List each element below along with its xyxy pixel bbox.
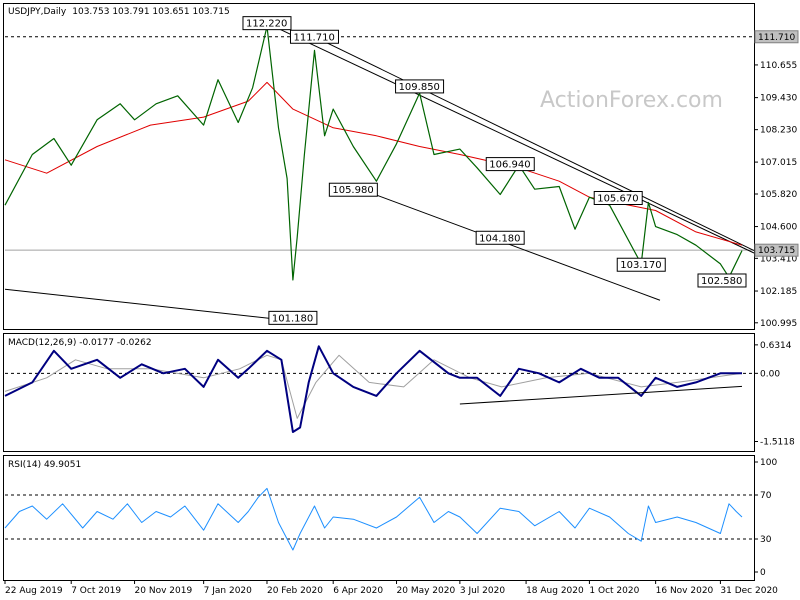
level-badge-label: 111.710 — [758, 33, 795, 43]
rsi-tick-label: 70 — [760, 491, 772, 501]
rsi-tick-label: 30 — [760, 535, 772, 545]
price-level-label-text: 111.710 — [293, 32, 334, 43]
price-y-axis: 110.655 109.430 108.230 107.015 105.820 104.6… — [5, 30, 799, 329]
rsi-line — [4, 487, 743, 551]
rsi-tick-label: 0 — [760, 568, 766, 578]
price-tick-label: 107.015 — [760, 158, 797, 168]
macd-tick-label: 0.00 — [760, 369, 780, 379]
macd-panel-frame — [3, 333, 755, 452]
price-level-label: 106.940 — [485, 157, 535, 172]
x-tick-label: 6 Apr 2020 — [333, 586, 383, 596]
x-tick-label: 20 May 2020 — [397, 586, 456, 596]
macd-trendline — [459, 385, 743, 405]
date-x-axis: 22 Aug 2019 7 Oct 2019 20 Nov 2019 7 Jan 20… — [4, 580, 778, 596]
price-tick-label: 104.600 — [760, 223, 797, 233]
x-tick-label: 1 Oct 2020 — [589, 586, 639, 596]
price-level-label: 102.580 — [697, 273, 747, 288]
price-line — [4, 25, 743, 281]
macd-signal-line — [4, 354, 743, 419]
macd-y-axis: 0.6314 0.00 -1.5118 — [5, 341, 795, 448]
x-tick-label: 18 Aug 2020 — [526, 586, 584, 596]
price-tick-label: 108.230 — [760, 126, 797, 136]
price-plot-area — [4, 22, 755, 322]
rsi-title: RSI(14) 49.9051 — [8, 460, 81, 470]
price-tick-label: 102.185 — [760, 287, 797, 297]
price-level-label-text: 109.850 — [399, 82, 440, 93]
price-level-label-text: 106.940 — [489, 160, 530, 171]
x-tick-label: 31 Dec 2020 — [720, 586, 778, 596]
x-tick-label: 3 Jul 2020 — [460, 586, 505, 596]
macd-line — [4, 345, 742, 433]
price-level-label: 103.170 — [616, 257, 666, 272]
macd-plot-area — [4, 345, 743, 433]
price-level-label-text: 105.980 — [332, 185, 373, 196]
price-level-label-text: 104.180 — [479, 233, 520, 244]
price-level-label: 101.180 — [268, 310, 318, 325]
trend-channel-line — [314, 36, 755, 252]
price-level-label: 112.220 — [242, 16, 292, 31]
x-tick-label: 20 Nov 2019 — [135, 586, 193, 596]
price-tick-label: 105.820 — [760, 190, 797, 200]
price-panel-frame — [3, 3, 755, 330]
last-price-badge-label: 103.715 — [758, 246, 795, 256]
price-level-label: 111.710 — [289, 29, 339, 44]
price-level-label-text: 102.580 — [701, 276, 742, 287]
rsi-panel-frame — [3, 455, 755, 581]
price-level-label-text: 112.220 — [246, 19, 287, 30]
watermark: ActionForex.com — [540, 88, 723, 113]
price-level-label-text: 105.670 — [597, 193, 638, 204]
trend-channel-line — [266, 22, 755, 254]
x-tick-label: 20 Feb 2020 — [267, 586, 323, 596]
level-badge — [754, 30, 799, 44]
price-tick-label: 110.655 — [760, 61, 797, 71]
price-level-label: 105.670 — [593, 190, 643, 205]
price-tick-label: 103.410 — [760, 254, 797, 264]
x-tick-label: 16 Nov 2020 — [656, 586, 714, 596]
macd-tick-label: 0.6314 — [760, 341, 792, 351]
last-price-badge — [754, 243, 799, 257]
price-level-label: 105.980 — [328, 182, 378, 197]
price-level-label: 104.180 — [475, 230, 525, 245]
x-tick-label: 7 Jan 2020 — [204, 586, 252, 596]
price-level-label: 109.850 — [395, 79, 445, 94]
chart-title: USDJPY,Daily 103.753 103.791 103.651 103.… — [8, 7, 230, 17]
rsi-plot-area — [4, 487, 743, 551]
rsi-tick-label: 100 — [760, 458, 777, 468]
macd-tick-label: -1.5118 — [760, 438, 795, 448]
price-level-label-text: 103.170 — [620, 260, 661, 271]
macd-title: MACD(12,26,9) -0.0177 -0.0262 — [8, 338, 152, 348]
trend-channel-line — [4, 288, 298, 322]
price-level-label-text: 101.180 — [272, 313, 313, 324]
price-tick-label: 109.430 — [760, 94, 797, 104]
rsi-y-axis: 100 70 30 0 — [5, 458, 777, 578]
price-level-labels: 112.220 111.710 109.850 105.980 106.940 104.1… — [242, 16, 747, 325]
x-tick-label: 22 Aug 2019 — [5, 586, 63, 596]
price-tick-label: 100.995 — [760, 319, 797, 329]
x-tick-label: 7 Oct 2019 — [71, 586, 121, 596]
